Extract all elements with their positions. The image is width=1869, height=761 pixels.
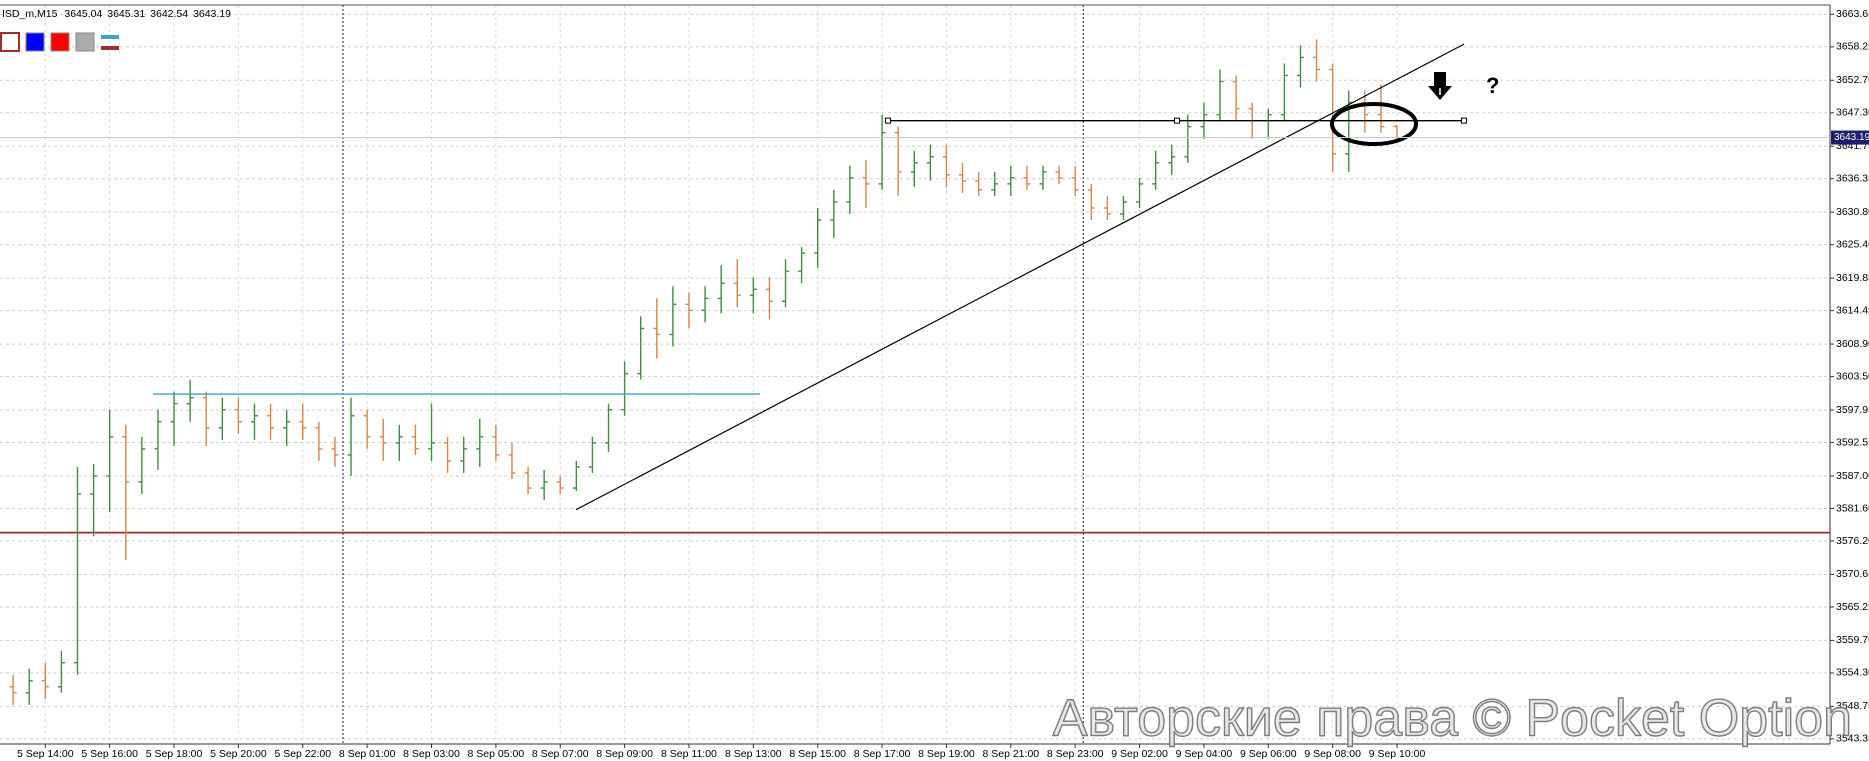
symbol: ISD_m,M15 — [2, 8, 58, 20]
current-price: 3643.19 — [0, 130, 1869, 145]
x-tick-label: 8 Sep 23:00 — [1047, 748, 1104, 760]
y-tick-label: 3647.30 — [1836, 107, 1869, 119]
drawings — [153, 43, 1467, 511]
x-tick-label: 5 Sep 14:00 — [17, 748, 74, 760]
y-tick-label: 3658.25 — [1836, 41, 1869, 53]
x-tick-label: 8 Sep 07:00 — [532, 748, 589, 760]
y-tick-label: 3554.30 — [1836, 667, 1869, 679]
x-tick-label: 9 Sep 04:00 — [1176, 748, 1233, 760]
x-tick-label: 8 Sep 03:00 — [403, 748, 460, 760]
y-tick-label: 3619.85 — [1836, 272, 1869, 284]
y-tick-label: 3625.40 — [1836, 238, 1869, 250]
tool-button[interactable] — [101, 35, 119, 39]
x-tick-label: 9 Sep 06:00 — [1240, 748, 1297, 760]
x-tick-label: 8 Sep 05:00 — [468, 748, 525, 760]
current-price-box — [1831, 130, 1869, 145]
grid — [0, 5, 1830, 744]
anchor-point — [885, 117, 891, 124]
annotation: ? — [1486, 73, 1499, 98]
anchor-point — [1174, 117, 1180, 124]
tool-button[interactable] — [0, 32, 20, 52]
close-readout: 3643.19 — [193, 8, 231, 20]
y-tick-label: 3636.35 — [1836, 173, 1869, 185]
y-tick-label: 3559.70 — [1836, 634, 1869, 646]
y-tick-label: 3570.65 — [1836, 568, 1869, 580]
x-tick-label: 8 Sep 19:00 — [918, 748, 975, 760]
highlight-ellipse — [1330, 102, 1418, 146]
x-tick-label: 9 Sep 10:00 — [1369, 748, 1426, 760]
x-tick-label: 8 Sep 21:00 — [982, 748, 1039, 760]
y-tick-label: 3603.50 — [1836, 370, 1869, 382]
x-tick-label: 9 Sep 08:00 — [1304, 748, 1361, 760]
y-tick-label: 3576.20 — [1836, 535, 1869, 547]
y-tick-label: 3565.25 — [1836, 601, 1869, 613]
y-tick-label: 3543.35 — [1836, 733, 1869, 745]
header-readout: ISD_m,M15 3645.04 3645.31 3642.54 3643.1… — [2, 8, 231, 20]
y-tick-label: 3630.80 — [1836, 206, 1869, 218]
x-tick-label: 8 Sep 17:00 — [854, 748, 911, 760]
x-tick-label: 8 Sep 13:00 — [725, 748, 782, 760]
trendline — [575, 43, 1465, 511]
y-tick-label: 3548.75 — [1836, 700, 1869, 712]
down-arrow — [1428, 72, 1452, 100]
x-tick-label: 5 Sep 16:00 — [81, 748, 138, 760]
x-tick-label: 8 Sep 01:00 — [339, 748, 396, 760]
x-tick-label: 9 Sep 02:00 — [1111, 748, 1168, 760]
x-tick-label: 5 Sep 20:00 — [210, 748, 267, 760]
tool-button[interactable] — [50, 32, 70, 52]
y-tick-label: 3587.00 — [1836, 470, 1869, 482]
y-tick-label: 3597.95 — [1836, 404, 1869, 416]
x-tick-label: 8 Sep 11:00 — [661, 748, 717, 760]
y-tick-label: 3608.90 — [1836, 338, 1869, 350]
x-tick-label: 5 Sep 18:00 — [146, 748, 203, 760]
y-tick-label: 3614.45 — [1836, 304, 1869, 316]
y-tick-label: 3652.70 — [1836, 74, 1869, 86]
x-tick-label: 8 Sep 09:00 — [596, 748, 653, 760]
low-readout: 3642.54 — [150, 8, 188, 20]
high-readout: 3645.31 — [107, 8, 145, 20]
open-readout: 3645.04 — [64, 8, 102, 20]
y-tick-label: 3581.60 — [1836, 502, 1869, 514]
axes: 3663.653658.253652.703647.303641.753636.… — [17, 8, 1869, 760]
y-tick-label: 3592.55 — [1836, 436, 1869, 448]
current-price-label: 3643.19 — [1834, 132, 1869, 143]
tool-button[interactable] — [25, 32, 45, 52]
toolbar — [0, 32, 119, 52]
watermark: Авторские права © Pocket Option — [1053, 690, 1852, 748]
anchor-point — [1461, 117, 1467, 124]
tool-button[interactable] — [75, 32, 95, 52]
x-tick-label: 8 Sep 15:00 — [789, 748, 846, 760]
price-bars — [9, 39, 1401, 705]
tool-button[interactable] — [101, 46, 119, 50]
x-tick-label: 5 Sep 22:00 — [274, 748, 331, 760]
y-tick-label: 3663.65 — [1836, 8, 1869, 20]
